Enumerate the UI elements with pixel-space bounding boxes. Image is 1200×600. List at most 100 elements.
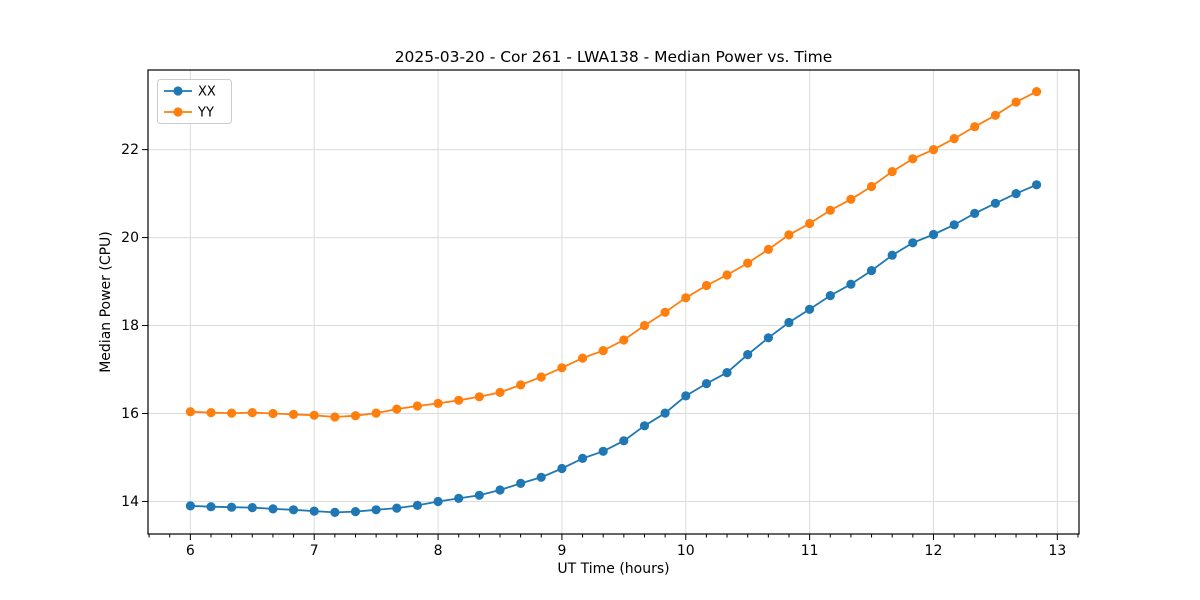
series-yy-marker bbox=[288, 409, 299, 419]
x-tick-label: 8 bbox=[434, 543, 443, 559]
x-tick-label: 6 bbox=[186, 543, 195, 559]
series-xx-marker bbox=[681, 391, 691, 401]
series-xx-marker bbox=[371, 505, 381, 515]
series-yy-marker bbox=[371, 408, 381, 418]
x-axis-label: UT Time (hours) bbox=[557, 561, 670, 577]
tick-labels: 6 7 8 9 10 11 12 13 14 16 18 20 22 bbox=[121, 142, 1066, 559]
series-xx-marker bbox=[784, 317, 794, 328]
legend-sample-marker-yy bbox=[173, 107, 183, 117]
series-xx-marker bbox=[412, 500, 422, 510]
series-yy-marker bbox=[474, 392, 484, 402]
series-xx-marker bbox=[227, 502, 237, 512]
x-tick-label: 9 bbox=[557, 543, 566, 559]
series-xx-marker bbox=[949, 220, 959, 230]
series-xx-marker bbox=[433, 496, 443, 507]
series-xx-marker bbox=[350, 507, 361, 517]
series-xx-marker bbox=[763, 333, 774, 343]
series-yy-marker bbox=[701, 280, 712, 291]
x-tick-label: 12 bbox=[925, 543, 943, 559]
series-xx-marker bbox=[639, 421, 650, 431]
series-xx-marker bbox=[495, 485, 505, 495]
series-xx-marker bbox=[206, 502, 216, 512]
series-xx-marker bbox=[578, 453, 588, 463]
series-xx-marker bbox=[970, 208, 980, 218]
series-xx-marker bbox=[701, 379, 712, 389]
series-yy-line bbox=[190, 90, 1038, 418]
x-tick-label: 7 bbox=[310, 543, 319, 559]
series-xx-line bbox=[190, 183, 1037, 514]
series-yy-marker bbox=[1032, 87, 1042, 97]
x-tick-label: 13 bbox=[1048, 543, 1066, 559]
series-xx-marker bbox=[557, 463, 567, 474]
series-yy-marker bbox=[763, 244, 774, 254]
series-xx-marker bbox=[722, 368, 732, 378]
series-xx-marker bbox=[330, 507, 340, 517]
series-yy-marker bbox=[206, 408, 216, 418]
legend-sample-marker-xx bbox=[173, 86, 183, 96]
series-yy-marker bbox=[350, 411, 361, 421]
series-xx-marker bbox=[536, 472, 546, 482]
series-xx-marker bbox=[392, 503, 402, 513]
series-yy-marker bbox=[516, 380, 526, 390]
series-xx-marker bbox=[309, 506, 319, 516]
legend-label-yy: YY bbox=[197, 106, 214, 121]
series-yy-marker bbox=[268, 408, 278, 419]
x-tick-label: 11 bbox=[801, 543, 819, 559]
series-yy-marker bbox=[928, 145, 939, 155]
series-xx-marker bbox=[454, 493, 464, 503]
legend-box bbox=[157, 79, 232, 124]
plot-border bbox=[147, 69, 1080, 535]
series-yy-marker bbox=[309, 410, 319, 420]
series-xx-marker bbox=[1011, 189, 1021, 199]
series-yy-marker bbox=[639, 320, 650, 331]
y-tick-label: 22 bbox=[121, 142, 139, 158]
series-yy-marker bbox=[495, 387, 505, 397]
series-yy-marker bbox=[536, 372, 546, 382]
chart-title: 2025-03-20 - Cor 261 - LWA138 - Median P… bbox=[394, 48, 833, 66]
series-yy-marker bbox=[247, 408, 257, 418]
series-xx-marker bbox=[619, 436, 629, 446]
series-xx-marker bbox=[928, 229, 939, 240]
series-yy-marker bbox=[1011, 97, 1021, 107]
series-yy-marker bbox=[887, 167, 897, 177]
series-xx-marker bbox=[185, 501, 195, 511]
series-yy-marker bbox=[825, 205, 835, 215]
y-tick-label: 18 bbox=[121, 318, 139, 334]
x-tick-label: 10 bbox=[677, 543, 695, 559]
series-yy-marker bbox=[330, 412, 340, 422]
y-tick-label: 16 bbox=[121, 406, 139, 422]
series-yy-marker bbox=[412, 401, 422, 411]
grid bbox=[148, 70, 1079, 534]
series-yy-marker bbox=[908, 154, 918, 164]
series-yy-marker bbox=[784, 230, 794, 240]
series-yy-marker bbox=[557, 363, 567, 373]
series-xx-marker bbox=[866, 266, 877, 276]
series-yy-marker bbox=[185, 407, 195, 417]
series-xx-marker bbox=[990, 198, 1001, 208]
series-yy-marker bbox=[392, 404, 402, 414]
series-yy bbox=[185, 87, 1042, 422]
series-xx-marker bbox=[805, 304, 815, 314]
series-yy-marker bbox=[619, 335, 629, 345]
legend: XX YY bbox=[157, 79, 232, 124]
series-yy-marker bbox=[681, 293, 691, 303]
series-yy-marker bbox=[578, 353, 588, 363]
series-xx-marker bbox=[1032, 180, 1042, 190]
series-yy-marker bbox=[990, 110, 1001, 120]
series-xx-marker bbox=[598, 446, 608, 456]
series-xx-marker bbox=[908, 238, 918, 248]
series-yy-marker bbox=[743, 258, 753, 268]
series-yy-marker bbox=[660, 307, 670, 317]
series-xx-marker bbox=[825, 291, 835, 301]
series-xx-marker bbox=[887, 250, 897, 260]
series-yy-marker bbox=[433, 398, 443, 408]
series-xx-marker bbox=[516, 478, 526, 488]
series-xx-marker bbox=[288, 505, 299, 515]
series-yy-marker bbox=[949, 134, 959, 144]
y-tick-label: 20 bbox=[121, 230, 139, 246]
series-xx-marker bbox=[247, 503, 257, 513]
series-yy-marker bbox=[598, 346, 608, 356]
series-yy-marker bbox=[722, 270, 732, 280]
